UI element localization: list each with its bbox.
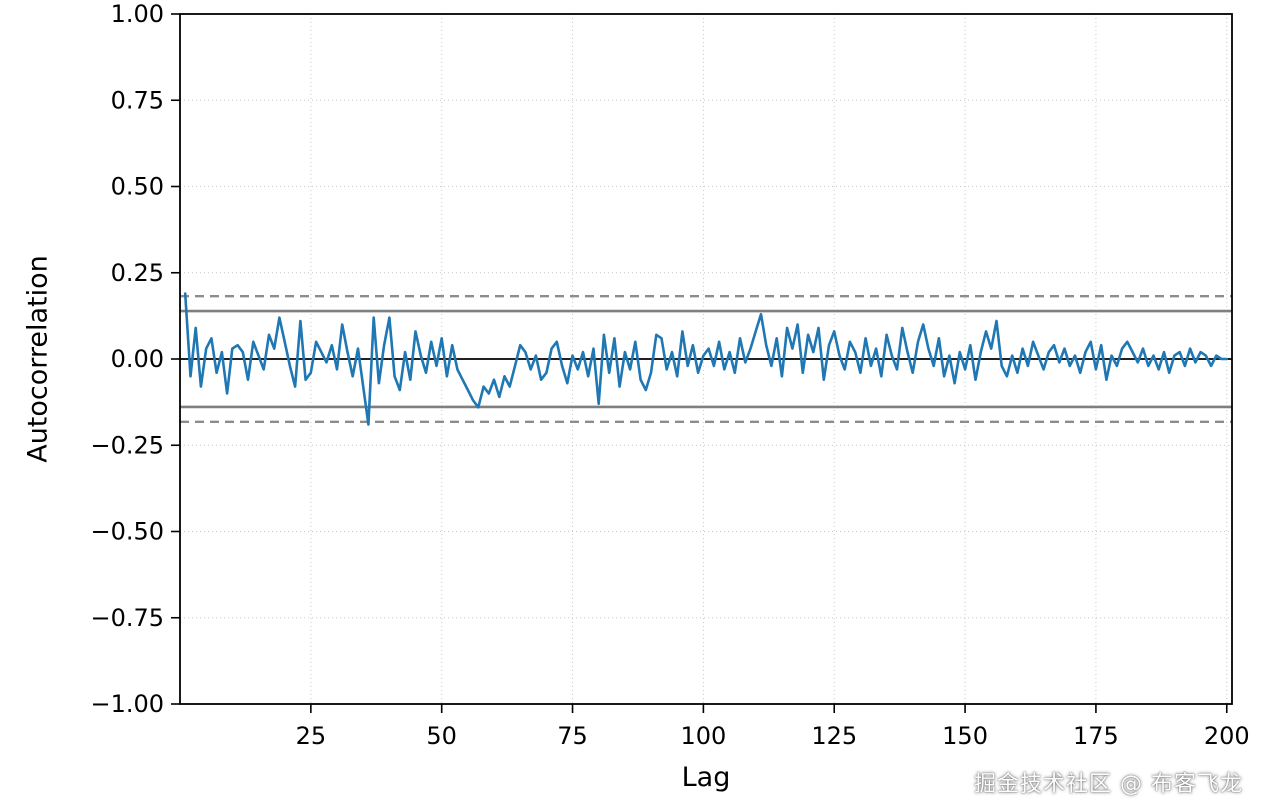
y-tick-label: 1.00 [111, 0, 164, 28]
x-tick-label: 200 [1204, 722, 1250, 750]
x-tick-label: 50 [426, 722, 457, 750]
x-tick-label: 125 [811, 722, 857, 750]
y-tick-label: −0.25 [90, 431, 164, 459]
y-tick-label: 0.50 [111, 173, 164, 201]
y-axis-label: Autocorrelation [22, 255, 54, 463]
autocorrelation-series-line [183, 292, 1229, 426]
x-tick-label: 75 [557, 722, 588, 750]
watermark: 掘金技术社区 @ 布客飞龙 [974, 772, 1243, 797]
x-axis-label: Lag [681, 762, 731, 793]
y-tick-label: 0.25 [111, 259, 164, 287]
y-tick-label: 0.75 [111, 86, 164, 114]
x-tick-label: 100 [680, 722, 726, 750]
y-tick-label: −0.50 [90, 518, 164, 546]
x-tick-label: 150 [942, 722, 988, 750]
x-tick-label: 25 [296, 722, 327, 750]
y-tick-label: 0.00 [111, 345, 164, 373]
x-tick-label: 175 [1073, 722, 1119, 750]
y-tick-label: −0.75 [90, 604, 164, 632]
y-tick-label: −1.00 [90, 690, 164, 718]
